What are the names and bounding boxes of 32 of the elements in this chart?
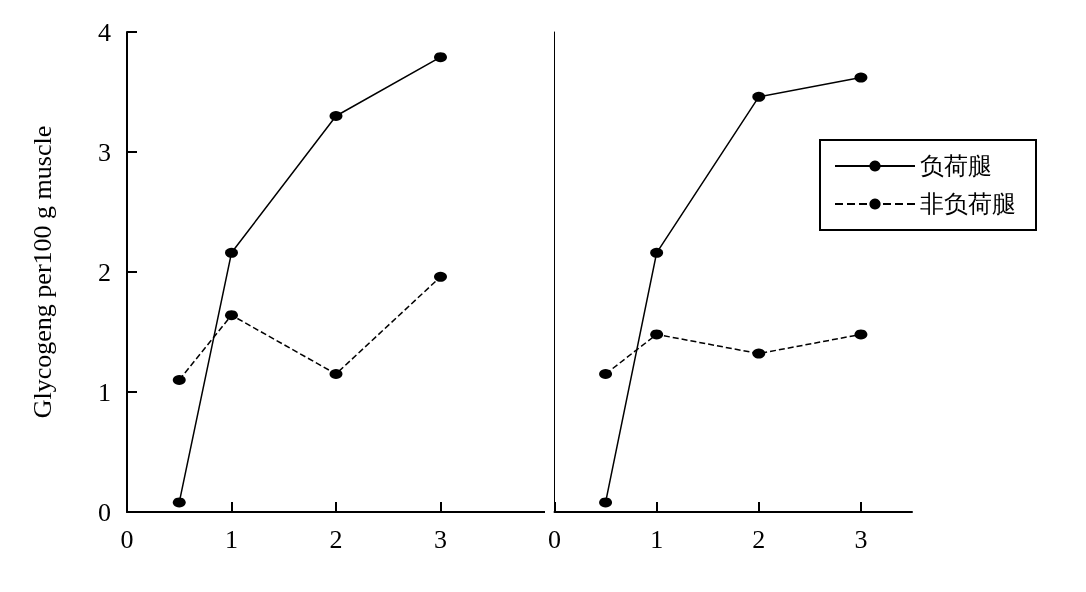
y-tick-label: 3 xyxy=(98,137,111,167)
legend-label: 非负荷腿 xyxy=(920,190,1016,218)
x-tick-label: 1 xyxy=(225,524,238,554)
y-tick-label: 4 xyxy=(98,17,111,47)
point xyxy=(599,369,613,379)
point xyxy=(752,91,766,102)
point xyxy=(225,310,238,321)
point xyxy=(172,375,186,385)
point xyxy=(650,247,664,258)
point xyxy=(650,329,664,340)
point xyxy=(329,111,343,121)
point xyxy=(172,497,186,508)
point xyxy=(329,369,343,379)
y-tick-label: 0 xyxy=(98,497,111,527)
x-tick-label: 2 xyxy=(329,524,343,554)
point xyxy=(854,72,868,83)
point xyxy=(225,247,238,258)
point xyxy=(599,497,613,508)
point xyxy=(434,52,447,63)
x-tick-label: 0 xyxy=(548,524,561,554)
y-tick-label: 1 xyxy=(98,377,111,407)
point xyxy=(854,329,868,340)
x-tick-label: 3 xyxy=(434,524,447,554)
x-tick-label: 1 xyxy=(650,524,664,554)
point xyxy=(752,348,766,359)
y-axis-title: Glycogeng per100 g muscle xyxy=(27,125,57,419)
point xyxy=(434,271,447,282)
x-tick-label: 3 xyxy=(854,524,868,554)
x-tick-label: 0 xyxy=(120,524,134,554)
x-tick-label: 2 xyxy=(752,524,766,554)
legend-label: 负荷腿 xyxy=(920,152,992,180)
y-tick-label: 2 xyxy=(98,257,111,287)
